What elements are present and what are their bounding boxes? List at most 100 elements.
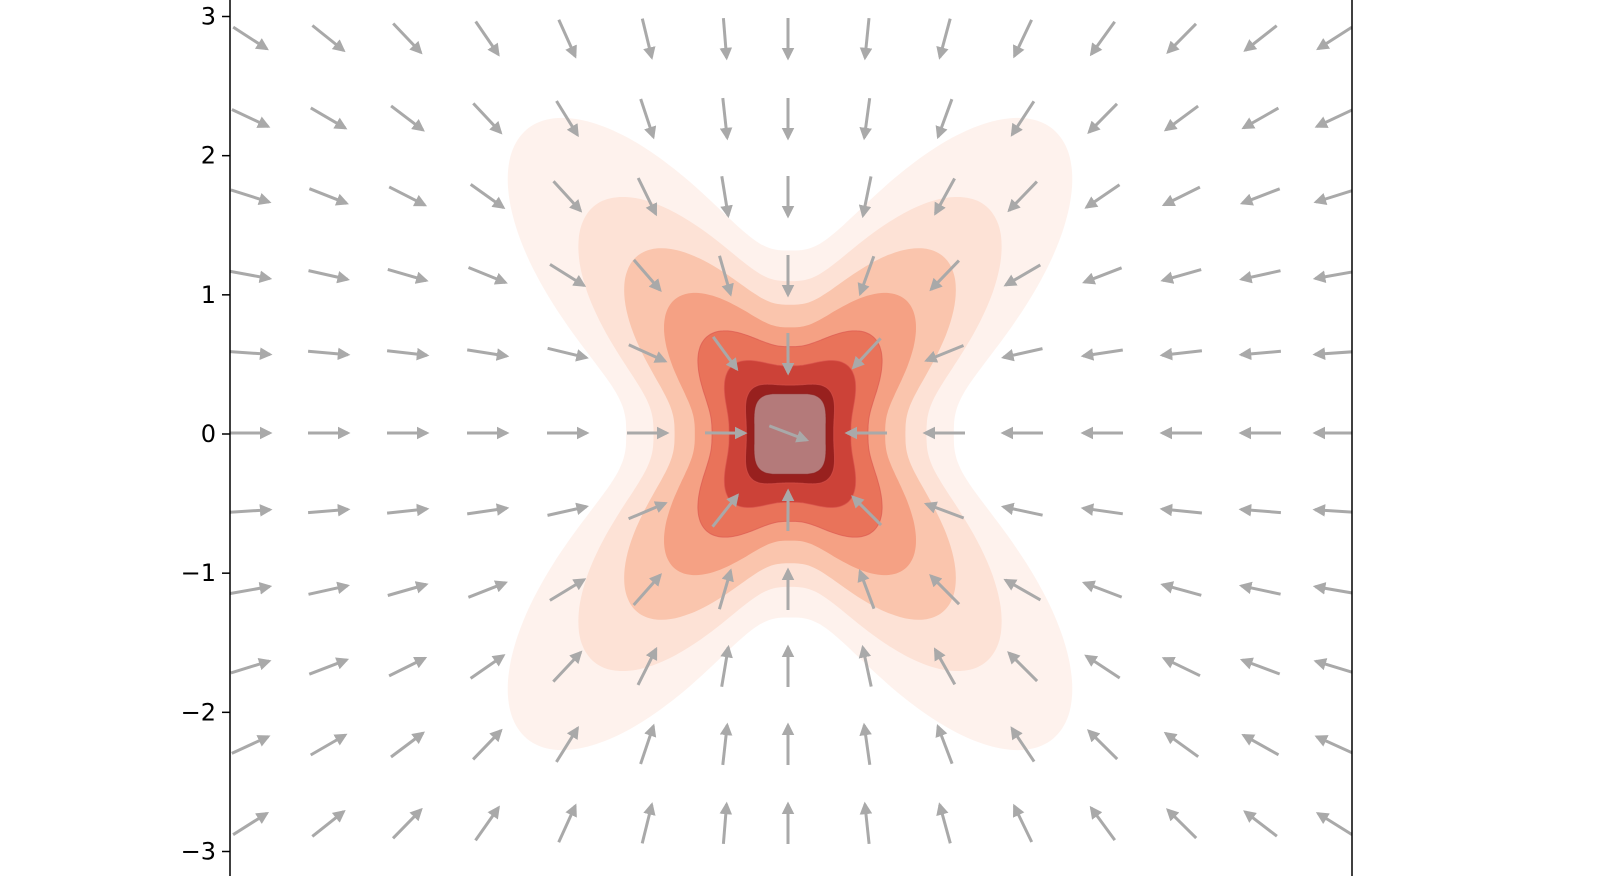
quiver-arrow [232, 25, 269, 51]
quiver-arrow [632, 573, 662, 606]
quiver-arrow [1239, 187, 1281, 206]
quiver-arrow [1013, 19, 1033, 59]
quiver-arrow [1001, 347, 1043, 362]
quiver-arrow [719, 97, 733, 141]
quiver-arrow [924, 344, 965, 363]
quiver-arrow [308, 581, 350, 596]
quiver-arrow [628, 501, 668, 521]
quiver-arrow [307, 503, 351, 517]
quiver-arrow [230, 658, 272, 675]
quiver-arrow [552, 180, 583, 213]
quiver-arrow [720, 176, 733, 219]
quiver-arrow [387, 267, 429, 284]
quiver-layer [230, 17, 1352, 845]
quiver-arrow [555, 100, 579, 138]
quiver-arrow [720, 644, 733, 687]
quiver-arrow [474, 20, 500, 57]
quiver-arrow [467, 266, 508, 285]
quiver-arrow [472, 728, 503, 761]
y-tick-label: 3 [201, 3, 216, 31]
quiver-arrow [640, 18, 656, 60]
quiver-arrow [547, 502, 589, 517]
quiver-arrow [1087, 729, 1119, 761]
quiver-arrow [851, 337, 882, 370]
quiver-arrow [230, 582, 273, 595]
quiver-arrow [1084, 183, 1121, 209]
quiver-arrow [1312, 347, 1352, 360]
quiver-arrow [1313, 189, 1352, 205]
quiver-arrow [936, 18, 952, 60]
quiver-arrow [230, 269, 273, 283]
quiver-arrow [391, 807, 423, 840]
y-tick-label: 2 [201, 142, 216, 170]
quiver-arrow [308, 657, 350, 676]
quiver-arrow [469, 654, 506, 680]
y-tick-label: −2 [181, 698, 216, 726]
quiver-arrow [933, 647, 957, 686]
quiver-arrow [1239, 269, 1281, 284]
quiver-arrow [1243, 810, 1278, 838]
quiver-arrow [1010, 100, 1036, 137]
quiver-arrow [719, 722, 733, 766]
quiver-arrow [1082, 266, 1123, 285]
quiver-arrow [640, 802, 656, 844]
quiver-arrow [1239, 657, 1281, 676]
quiver-arrow [392, 22, 423, 55]
quiver-arrow [1080, 348, 1124, 361]
quiver-arrow [557, 803, 577, 843]
quiver-arrow [1241, 733, 1280, 757]
quiver-arrow [1166, 808, 1198, 840]
quiver-arrow [386, 503, 430, 517]
quiver-arrow [636, 177, 658, 217]
quiver-arrow [388, 185, 428, 207]
quiver-arrow [1089, 805, 1117, 841]
quiver-arrow [230, 504, 273, 517]
quiver-arrow [390, 731, 426, 759]
quiver-arrow [557, 19, 577, 59]
quiver-arrow [934, 177, 956, 216]
quiver-arrow [1238, 503, 1282, 517]
quiver-arrow [768, 424, 810, 443]
quiver-arrow [387, 581, 429, 597]
quiver-arrow [308, 187, 349, 206]
quiver-arrow [1312, 582, 1352, 595]
quiver-arrow [1081, 580, 1123, 599]
quiver-arrow [549, 578, 587, 602]
quiver-arrow [719, 801, 733, 845]
quiver-arrow [632, 258, 662, 293]
quiver-arrow [472, 102, 503, 135]
quiver-arrow [936, 802, 952, 844]
quiver-arrow [1166, 22, 1198, 54]
quiver-arrow [859, 722, 872, 766]
plot-area [230, 17, 1352, 845]
quiver-arrow [1161, 185, 1201, 207]
quiver-arrow [1000, 502, 1043, 517]
quiver-arrow [1087, 102, 1119, 134]
axes: 3 2 1 0 −1 −2 −3 [181, 0, 1353, 876]
quiver-arrow [1314, 735, 1352, 755]
quiver-arrow [232, 811, 270, 836]
quiver-arrow [466, 503, 510, 516]
quiver-arrow [474, 805, 500, 842]
quiver-arrow [1314, 108, 1352, 128]
quiver-arrow [1163, 731, 1200, 758]
quiver-arrow [467, 580, 508, 599]
quiver-arrow [923, 501, 965, 520]
quiver-arrow [308, 269, 350, 284]
quiver-arrow [547, 346, 589, 362]
quiver-arrow [859, 17, 873, 61]
quiver-arrow [1159, 503, 1203, 517]
quiver-arrow [1238, 581, 1281, 596]
quiver-arrow [859, 97, 872, 141]
quiver-arrow [1316, 25, 1352, 51]
quiver-arrow [858, 176, 873, 219]
quiver-arrow [1243, 24, 1278, 52]
quiver-arrow [935, 723, 954, 765]
quiver-arrow [230, 188, 272, 206]
quiver-arrow [711, 493, 739, 528]
quiver-arrow [851, 495, 883, 527]
y-tick-label: −3 [181, 838, 216, 866]
y-axis-ticks: 3 2 1 0 −1 −2 −3 [181, 3, 230, 866]
quiver-arrow [1161, 656, 1201, 678]
quiver-arrow [469, 183, 506, 210]
